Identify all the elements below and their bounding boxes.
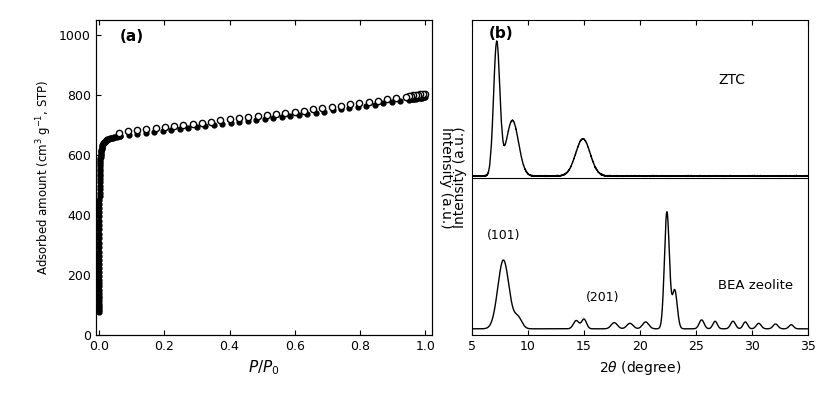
- Text: (b): (b): [489, 26, 513, 41]
- Text: (a): (a): [119, 30, 143, 44]
- Y-axis label: Intensity (a.u.): Intensity (a.u.): [439, 127, 452, 228]
- Y-axis label: Adsorbed amount (cm$^3$ g$^{-1}$, STP): Adsorbed amount (cm$^3$ g$^{-1}$, STP): [34, 80, 53, 275]
- X-axis label: 2$\theta$ (degree): 2$\theta$ (degree): [599, 359, 681, 377]
- Text: (101): (101): [486, 229, 520, 242]
- X-axis label: $P/P_0$: $P/P_0$: [248, 359, 280, 377]
- Y-axis label: Intensity (a.u.): Intensity (a.u.): [452, 127, 466, 228]
- Text: BEA zeolite: BEA zeolite: [718, 279, 794, 292]
- Text: ZTC: ZTC: [718, 73, 746, 87]
- Text: (201): (201): [586, 290, 620, 304]
